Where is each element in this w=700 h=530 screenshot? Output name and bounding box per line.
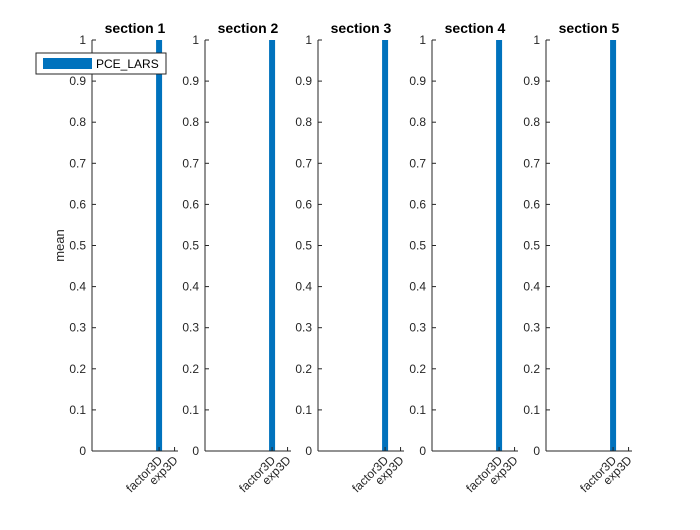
y-tick-label: 0.4 — [295, 280, 312, 294]
y-tick-label: 0.1 — [69, 403, 86, 417]
y-tick-label: 0.4 — [182, 280, 199, 294]
y-tick-label: 0.9 — [523, 74, 540, 88]
y-tick-label: 0.1 — [295, 403, 312, 417]
y-tick-label: 0 — [305, 444, 312, 458]
y-tick-label: 0.5 — [409, 239, 426, 253]
y-tick-label: 0.8 — [69, 115, 86, 129]
y-tick-label: 0 — [192, 444, 199, 458]
y-tick-label: 0.6 — [69, 197, 86, 211]
panel-title: section 3 — [331, 20, 392, 36]
y-tick-label: 0.3 — [69, 321, 86, 335]
y-tick-label: 0.6 — [409, 197, 426, 211]
y-tick-label: 0.8 — [182, 115, 199, 129]
bar-factor3D — [269, 40, 276, 451]
y-tick-label: 0.1 — [409, 403, 426, 417]
y-tick-label: 0.9 — [182, 74, 199, 88]
y-tick-label: 0.7 — [409, 156, 426, 170]
panel-4: section 400.10.20.30.40.50.60.70.80.91fa… — [409, 20, 521, 495]
y-tick-label: 1 — [533, 33, 540, 47]
y-tick-label: 0.2 — [295, 362, 312, 376]
y-tick-label: 1 — [79, 33, 86, 47]
y-tick-label: 0.3 — [409, 321, 426, 335]
y-tick-label: 0.4 — [69, 280, 86, 294]
y-tick-label: 0 — [533, 444, 540, 458]
y-tick-label: 0.4 — [409, 280, 426, 294]
bar-factor3D — [610, 40, 617, 451]
y-tick-label: 0.2 — [182, 362, 199, 376]
y-tick-label: 0 — [419, 444, 426, 458]
y-tick-label: 0.5 — [182, 239, 199, 253]
panel-title: section 2 — [218, 20, 279, 36]
y-axis-label: mean — [52, 229, 67, 262]
y-tick-label: 0.2 — [409, 362, 426, 376]
y-tick-label: 1 — [192, 33, 199, 47]
y-tick-label: 0.9 — [295, 74, 312, 88]
y-tick-label: 0.5 — [295, 239, 312, 253]
legend-swatch — [43, 58, 92, 69]
legend-label: PCE_LARS — [96, 57, 159, 71]
panel-3: section 300.10.20.30.40.50.60.70.80.91fa… — [295, 20, 407, 495]
bar-factor3D — [382, 40, 389, 451]
y-tick-label: 0.7 — [523, 156, 540, 170]
y-tick-label: 0.5 — [69, 239, 86, 253]
y-tick-label: 0.8 — [295, 115, 312, 129]
y-tick-label: 0.9 — [409, 74, 426, 88]
panel-title: section 1 — [105, 20, 166, 36]
y-tick-label: 0.1 — [523, 403, 540, 417]
y-tick-label: 0.5 — [523, 239, 540, 253]
y-tick-label: 0.1 — [182, 403, 199, 417]
legend: PCE_LARS — [35, 52, 167, 75]
y-tick-label: 1 — [305, 33, 312, 47]
panel-title: section 4 — [445, 20, 506, 36]
y-tick-label: 0.6 — [523, 197, 540, 211]
panel-1: section 100.10.20.30.40.50.60.70.80.91fa… — [69, 20, 181, 495]
panel-2: section 200.10.20.30.40.50.60.70.80.91fa… — [182, 20, 294, 495]
y-tick-label: 0.7 — [69, 156, 86, 170]
y-tick-label: 0.3 — [182, 321, 199, 335]
bar-factor3D — [496, 40, 503, 451]
y-tick-label: 0 — [79, 444, 86, 458]
y-tick-label: 0.2 — [69, 362, 86, 376]
y-tick-label: 0.6 — [182, 197, 199, 211]
y-tick-label: 0.2 — [523, 362, 540, 376]
y-tick-label: 0.8 — [523, 115, 540, 129]
y-tick-label: 0.4 — [523, 280, 540, 294]
panel-5: section 500.10.20.30.40.50.60.70.80.91fa… — [523, 20, 635, 495]
y-tick-label: 0.7 — [295, 156, 312, 170]
bar-factor3D — [156, 40, 163, 451]
y-tick-label: 0.3 — [523, 321, 540, 335]
y-tick-label: 0.9 — [69, 74, 86, 88]
panel-title: section 5 — [559, 20, 620, 36]
y-tick-label: 0.8 — [409, 115, 426, 129]
y-tick-label: 0.3 — [295, 321, 312, 335]
y-tick-label: 0.6 — [295, 197, 312, 211]
y-tick-label: 1 — [419, 33, 426, 47]
y-tick-label: 0.7 — [182, 156, 199, 170]
